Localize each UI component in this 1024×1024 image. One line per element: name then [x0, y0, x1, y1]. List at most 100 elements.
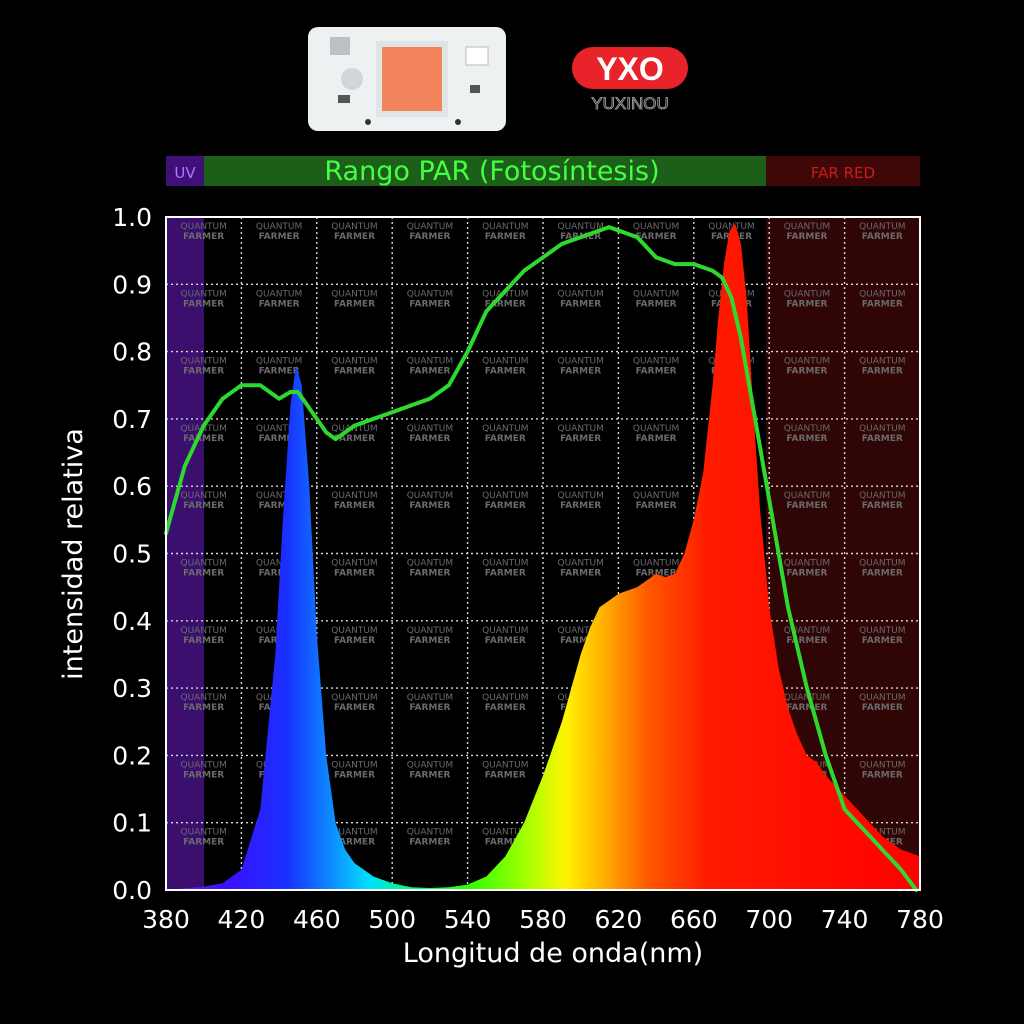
x-tick-label: 540: [444, 905, 492, 934]
y-axis-ticks: 0.0 0.1 0.2 0.3 0.4 0.5 0.6 0.7 0.8 0.9 1.0: [112, 203, 152, 905]
x-tick-label: 620: [595, 905, 643, 934]
watermark-text: FARMER: [409, 703, 450, 713]
series-layer: [164, 223, 920, 892]
cob-led-chip-image: [308, 27, 506, 131]
watermark-text: FARMER: [334, 501, 375, 511]
watermark-text: FARMER: [485, 569, 526, 579]
watermark-text: FARMER: [334, 299, 375, 309]
watermark-text: QUANTUM: [557, 559, 603, 569]
watermark-text: FARMER: [409, 434, 450, 444]
watermark-text: QUANTUM: [331, 491, 377, 501]
y-tick-label: 0.6: [112, 472, 152, 501]
watermark-text: FARMER: [786, 434, 827, 444]
watermark-text: FARMER: [862, 770, 903, 780]
watermark-text: QUANTUM: [482, 424, 528, 434]
watermark-text: FARMER: [862, 569, 903, 579]
watermark-text: FARMER: [862, 232, 903, 242]
watermark-text: FARMER: [786, 636, 827, 646]
watermark-text: QUANTUM: [407, 491, 453, 501]
watermark-text: QUANTUM: [407, 357, 453, 367]
watermark-text: QUANTUM: [784, 559, 830, 569]
x-tick-label: 420: [218, 905, 266, 934]
watermark-text: QUANTUM: [482, 222, 528, 232]
watermark-text: FARMER: [485, 434, 526, 444]
x-axis-ticks: 380 420 460 500 540 580 620 660 700 740 780: [142, 905, 944, 934]
x-tick-label: 700: [745, 905, 793, 934]
watermark-text: QUANTUM: [482, 828, 528, 838]
band-farred-label: FAR RED: [811, 164, 875, 182]
watermark-text: QUANTUM: [708, 222, 754, 232]
watermark-text: QUANTUM: [180, 693, 226, 703]
watermark-text: QUANTUM: [331, 559, 377, 569]
svg-text:YXO: YXO: [596, 51, 664, 87]
watermark-text: FARMER: [560, 299, 601, 309]
band-header: UV Rango PAR (Fotosíntesis) FAR RED: [166, 156, 920, 187]
watermark-text: FARMER: [334, 636, 375, 646]
watermark-text: FARMER: [183, 501, 224, 511]
watermark-text: FARMER: [259, 569, 300, 579]
watermark-text: FARMER: [485, 636, 526, 646]
watermark-text: FARMER: [485, 299, 526, 309]
watermark-text: QUANTUM: [407, 760, 453, 770]
watermark-text: QUANTUM: [784, 626, 830, 636]
watermark-text: QUANTUM: [407, 828, 453, 838]
x-tick-label: 500: [368, 905, 416, 934]
watermark-text: QUANTUM: [859, 693, 905, 703]
y-tick-label: 0.5: [112, 540, 152, 569]
watermark-text: FARMER: [334, 770, 375, 780]
y-tick-label: 0.2: [112, 741, 152, 770]
watermark-text: QUANTUM: [859, 828, 905, 838]
watermark-text: FARMER: [560, 569, 601, 579]
watermark-text: QUANTUM: [482, 491, 528, 501]
watermark-text: FARMER: [786, 569, 827, 579]
watermark-text: FARMER: [183, 367, 224, 377]
watermark-text: QUANTUM: [256, 222, 302, 232]
watermark-text: FARMER: [862, 434, 903, 444]
watermark-text: QUANTUM: [180, 626, 226, 636]
watermark-text: QUANTUM: [180, 559, 226, 569]
watermark-text: QUANTUM: [557, 289, 603, 299]
watermark-text: QUANTUM: [633, 357, 679, 367]
watermark-text: FARMER: [183, 838, 224, 848]
watermark-text: QUANTUM: [180, 357, 226, 367]
watermark-text: FARMER: [485, 501, 526, 511]
watermark-text: QUANTUM: [557, 491, 603, 501]
watermark-text: FARMER: [560, 501, 601, 511]
watermark-text: QUANTUM: [859, 357, 905, 367]
x-tick-label: 580: [519, 905, 567, 934]
watermark-text: QUANTUM: [784, 289, 830, 299]
watermark-text: QUANTUM: [482, 289, 528, 299]
watermark-text: QUANTUM: [331, 357, 377, 367]
watermark-text: QUANTUM: [784, 693, 830, 703]
watermark-text: QUANTUM: [407, 559, 453, 569]
watermark-text: QUANTUM: [180, 222, 226, 232]
watermark-text: FARMER: [786, 232, 827, 242]
led-spectrum-area: [166, 223, 920, 890]
watermark-text: FARMER: [409, 838, 450, 848]
watermark-text: FARMER: [636, 367, 677, 377]
x-tick-label: 660: [670, 905, 718, 934]
watermark-text: QUANTUM: [557, 424, 603, 434]
y-tick-label: 0.3: [112, 674, 152, 703]
watermark-text: FARMER: [259, 299, 300, 309]
watermark-text: FARMER: [485, 367, 526, 377]
watermark-text: FARMER: [862, 501, 903, 511]
watermark-text: FARMER: [409, 299, 450, 309]
watermark-text: FARMER: [409, 569, 450, 579]
watermark-text: FARMER: [409, 232, 450, 242]
y-tick-label: 1.0: [112, 203, 152, 232]
watermark-text: QUANTUM: [482, 693, 528, 703]
watermark-text: FARMER: [183, 232, 224, 242]
watermark-text: QUANTUM: [180, 289, 226, 299]
watermark-text: FARMER: [636, 299, 677, 309]
y-axis-label: intensidad relativa: [58, 428, 89, 680]
watermark-text: QUANTUM: [407, 424, 453, 434]
watermark-text: FARMER: [259, 501, 300, 511]
watermark-text: QUANTUM: [331, 693, 377, 703]
watermark-text: FARMER: [259, 232, 300, 242]
watermark-text: QUANTUM: [482, 559, 528, 569]
watermark-text: QUANTUM: [859, 222, 905, 232]
watermark-text: QUANTUM: [256, 424, 302, 434]
watermark-text: FARMER: [862, 703, 903, 713]
photosynthesis-curve-line: [164, 225, 919, 892]
